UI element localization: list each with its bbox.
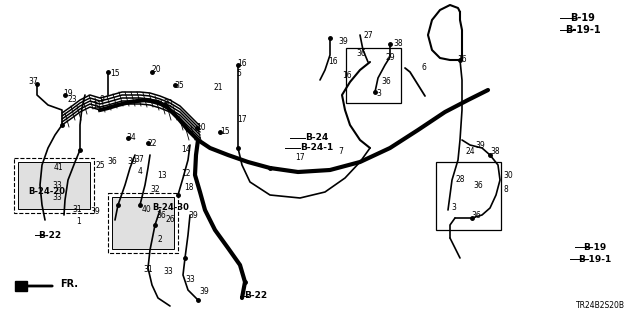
Text: 40: 40 [142,205,152,214]
Text: 36: 36 [381,77,391,86]
Text: 38: 38 [393,39,403,49]
Text: 13: 13 [157,171,166,180]
Text: 3: 3 [376,90,381,99]
Text: 7: 7 [338,147,343,156]
Text: 16: 16 [342,70,351,79]
Text: 9: 9 [100,94,105,103]
Bar [346,48,401,103]
Text: 6: 6 [422,63,427,73]
Text: 15: 15 [220,127,230,137]
Text: 36: 36 [471,211,481,220]
Text: 38: 38 [490,148,500,156]
Text: 18: 18 [184,183,193,193]
Text: 39: 39 [127,157,137,166]
Text: 34: 34 [126,133,136,142]
Text: TR24B2S20B: TR24B2S20B [576,301,625,310]
Text: 22: 22 [148,139,157,148]
Text: B-24-1: B-24-1 [300,143,333,153]
Text: 16: 16 [237,59,246,68]
Text: 33: 33 [52,181,61,190]
Text: 3: 3 [451,204,456,212]
Text: 33: 33 [52,194,61,203]
Text: 17: 17 [237,116,246,124]
Text: B-19-1: B-19-1 [578,254,611,263]
Text: B-24: B-24 [305,133,328,142]
Text: 23: 23 [68,95,77,105]
Text: 27: 27 [363,30,372,39]
Text: 29: 29 [386,52,396,61]
Text: 41: 41 [54,163,63,172]
Text: 35: 35 [174,81,184,90]
Text: 37: 37 [28,77,38,86]
Text: 36: 36 [473,181,483,190]
Text: 2: 2 [157,236,162,244]
Text: B-19: B-19 [583,243,606,252]
Text: 21: 21 [213,84,223,92]
Text: 15: 15 [110,68,120,77]
Text: 31: 31 [72,205,82,214]
Text: 36: 36 [107,156,116,165]
Text: 36: 36 [156,211,166,220]
Text: 39: 39 [90,207,100,217]
Text: B-24-20: B-24-20 [28,188,65,196]
Text: 39: 39 [475,140,484,149]
Text: B-22: B-22 [244,292,267,300]
Text: 1: 1 [76,218,81,227]
Bar [436,162,501,230]
Text: 16: 16 [328,58,338,67]
Text: 24: 24 [466,148,476,156]
Text: 4: 4 [138,167,143,177]
Bar [18,162,90,209]
Text: B-19-1: B-19-1 [565,25,600,35]
Text: 20: 20 [164,100,173,108]
Text: 17: 17 [295,153,305,162]
Bar [112,197,174,249]
Text: 20: 20 [152,66,162,75]
Bar [14,158,94,213]
Text: 33: 33 [163,268,173,276]
Text: 39: 39 [188,212,198,220]
Text: 39: 39 [338,37,348,46]
Text: 12: 12 [181,169,191,178]
Text: 19: 19 [63,89,72,98]
Text: 31: 31 [143,265,152,274]
Text: 36: 36 [356,50,365,59]
Text: 39: 39 [199,287,209,297]
Text: 8: 8 [503,186,508,195]
Text: 16: 16 [457,55,467,65]
Text: 11: 11 [92,100,102,109]
Bar [108,193,178,253]
Polygon shape [15,281,27,291]
Text: 33: 33 [185,276,195,284]
Text: 25: 25 [96,161,106,170]
Text: 26: 26 [165,214,175,223]
Text: 37: 37 [134,156,144,164]
Text: B-22: B-22 [38,230,61,239]
Text: 28: 28 [456,174,465,183]
Text: 32: 32 [150,186,159,195]
Text: 30: 30 [503,171,513,180]
Text: 5: 5 [236,68,241,77]
Text: 14: 14 [181,145,191,154]
Text: B-19: B-19 [570,13,595,23]
Text: 10: 10 [196,124,205,132]
Text: B-24-30: B-24-30 [152,204,189,212]
Text: FR.: FR. [60,279,78,289]
